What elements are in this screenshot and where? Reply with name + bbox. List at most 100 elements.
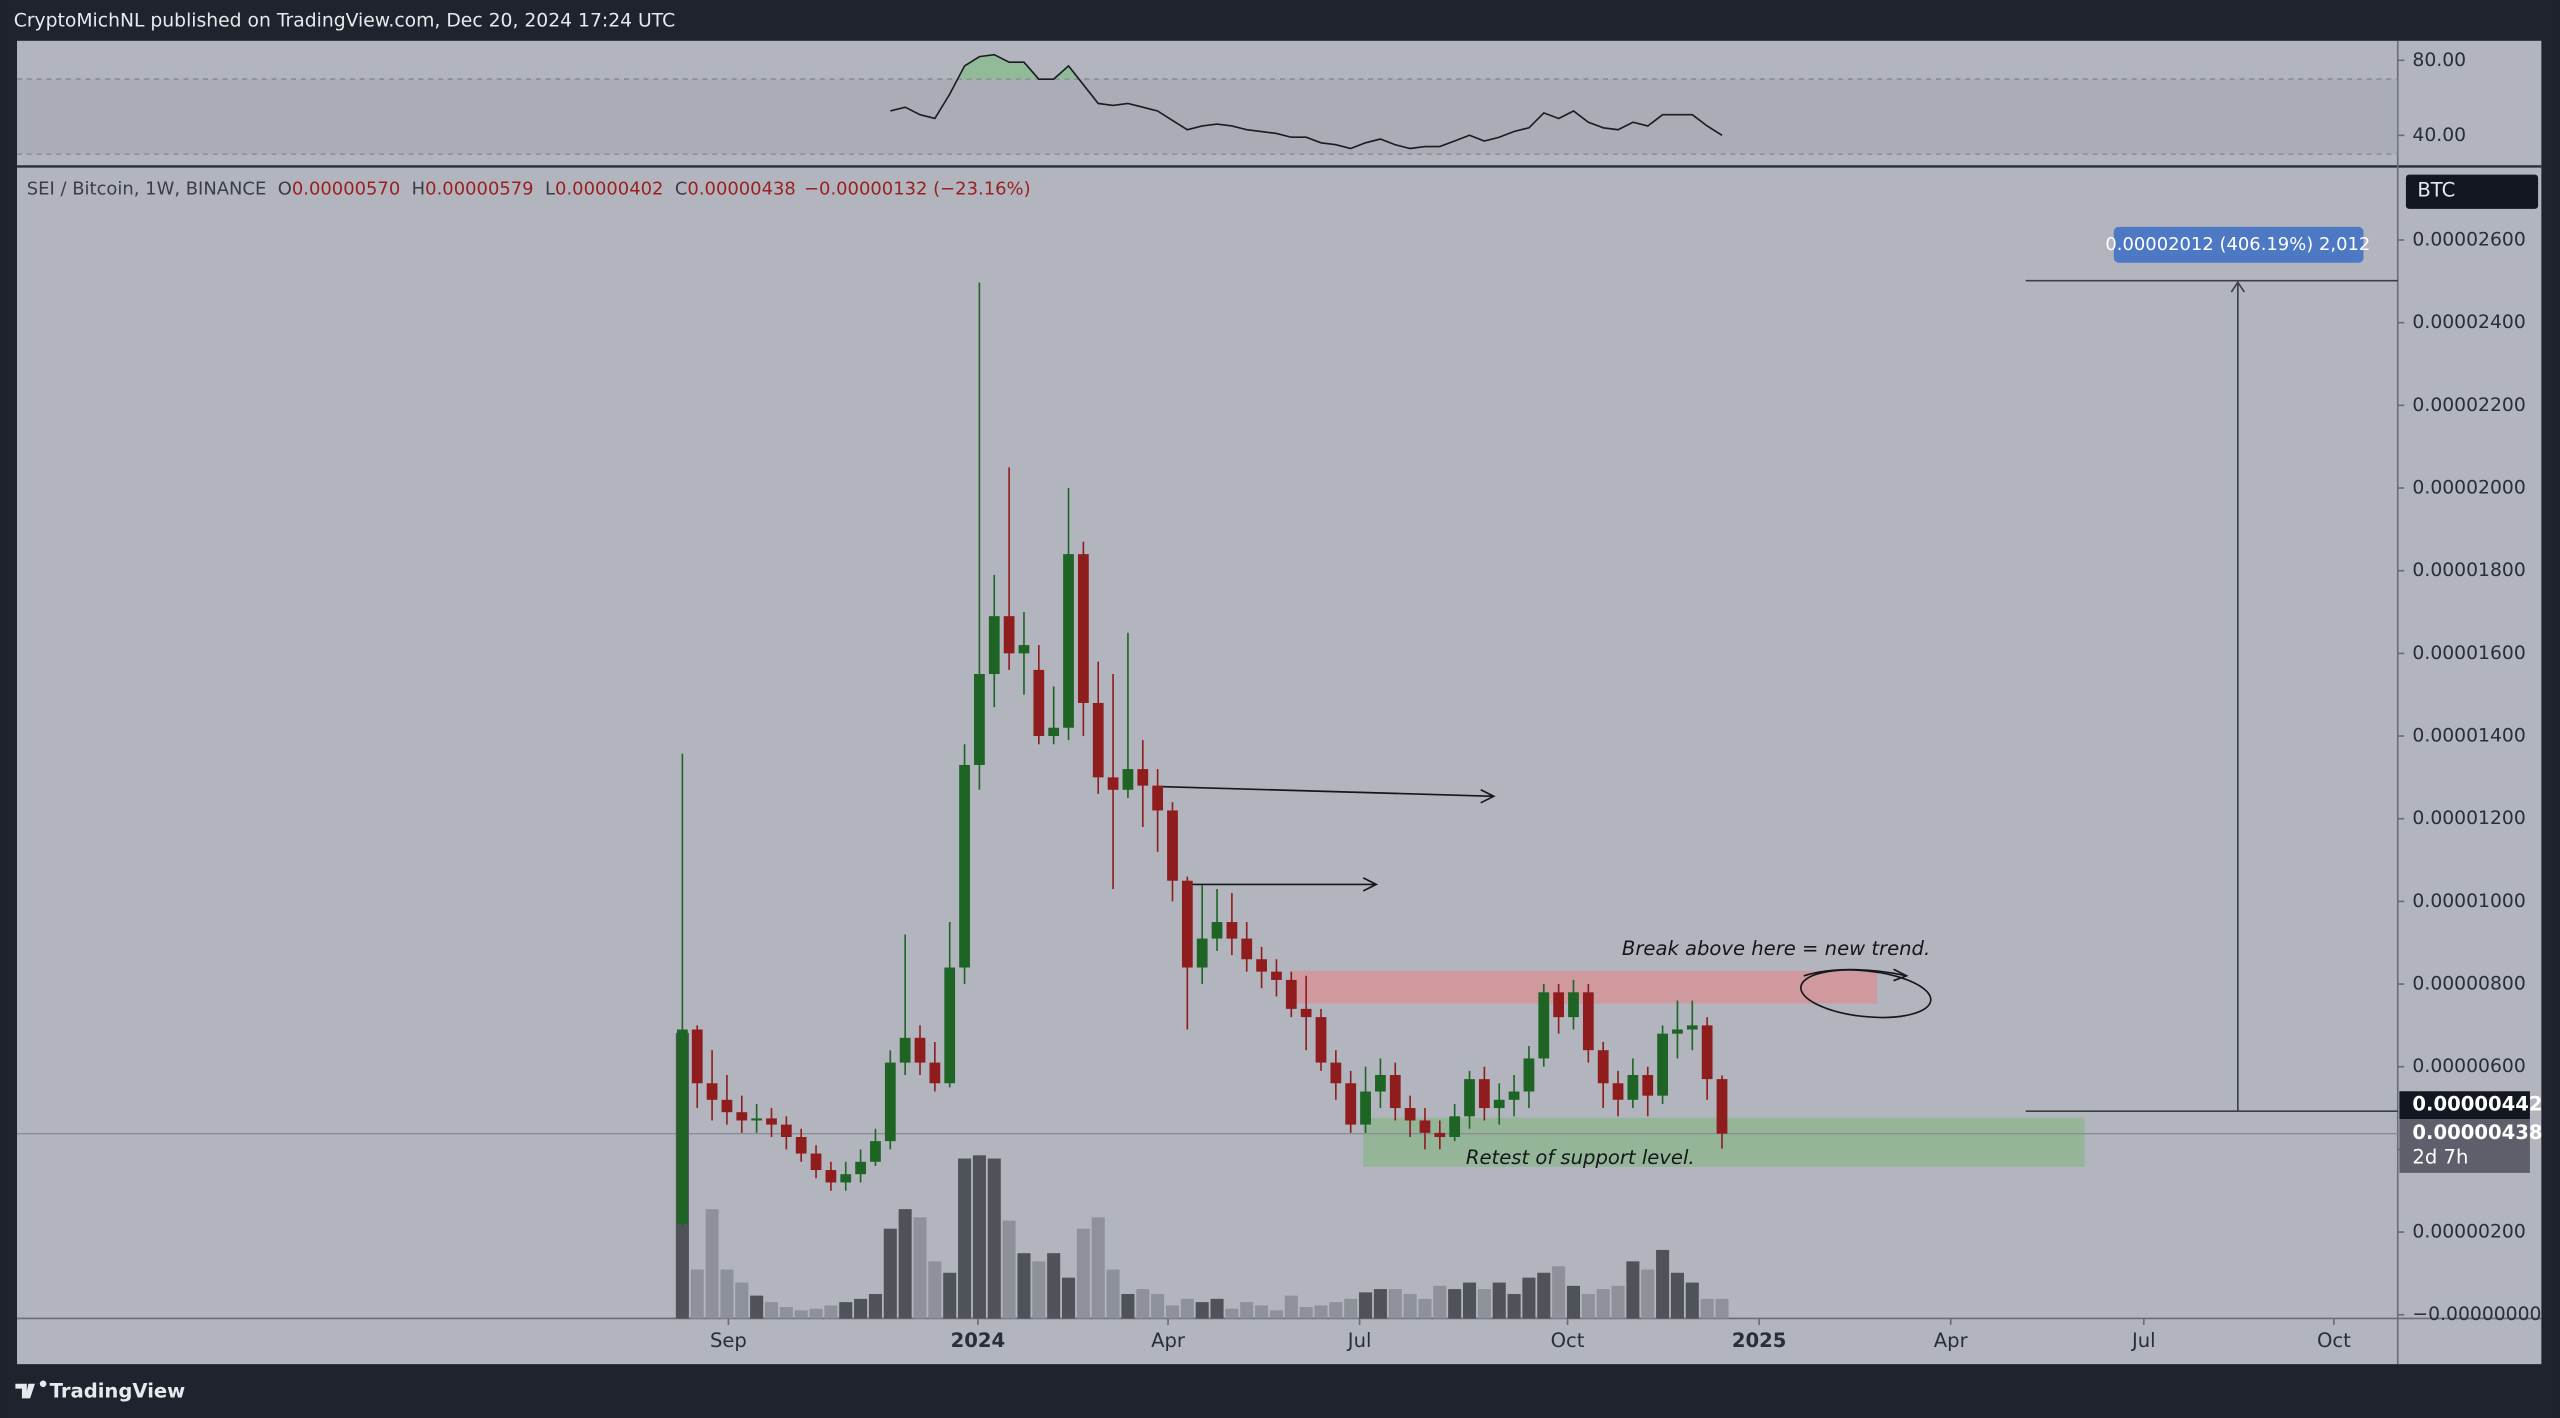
candle-body <box>1345 1083 1357 1125</box>
candle-body <box>1389 1074 1401 1109</box>
candle-body <box>1553 992 1565 1018</box>
candle-body <box>1568 992 1579 1018</box>
candle-body <box>721 1099 733 1113</box>
candle-body <box>780 1124 792 1137</box>
volume-bar <box>1388 1289 1402 1319</box>
candle-body <box>1241 938 1253 960</box>
y-tick-label: 0.00002000 <box>2412 478 2525 499</box>
volume-bar <box>1685 1282 1699 1319</box>
currency: BTC <box>2417 178 2455 201</box>
volume-bar <box>1299 1307 1313 1319</box>
candle-body <box>1285 979 1297 1009</box>
candle-body <box>1256 959 1267 972</box>
y-tick-label: 0.00000200 <box>2412 1222 2525 1243</box>
volume-bar <box>854 1298 868 1319</box>
volume-bar <box>1017 1253 1031 1319</box>
candle-body <box>810 1153 822 1171</box>
measure-arrow <box>2230 280 2246 1112</box>
candle-body <box>1152 785 1164 811</box>
volume-bar <box>1433 1285 1447 1319</box>
candle-body <box>870 1141 881 1162</box>
candle-body <box>959 764 970 968</box>
x-tick-label: Jul <box>1346 1329 1372 1352</box>
annotation: Break above here = new trend. <box>1622 937 1930 960</box>
volume-bar <box>1656 1249 1670 1319</box>
x-tick-label: Jul <box>2130 1329 2156 1352</box>
volume-bar <box>1462 1282 1477 1319</box>
volume-bar <box>1180 1298 1194 1319</box>
candle-body <box>1627 1074 1639 1100</box>
volume-bar <box>1151 1293 1165 1319</box>
candle-body <box>1493 1099 1505 1109</box>
volume-bar <box>1240 1302 1254 1319</box>
candle-body <box>676 1029 688 1224</box>
volume-bar <box>1507 1293 1521 1319</box>
annotation: Retest of support level. <box>1466 1146 1695 1169</box>
candle-body <box>1360 1091 1371 1125</box>
volume-bar <box>1611 1285 1625 1319</box>
volume-bar <box>735 1282 749 1319</box>
volume-bar <box>1061 1277 1076 1319</box>
candle-body <box>1063 554 1074 728</box>
y-tick-label: −0.00000000 <box>2412 1304 2541 1325</box>
candle-body <box>1612 1083 1624 1100</box>
volume-bar <box>1700 1298 1714 1319</box>
candle-body <box>988 616 1000 675</box>
footer-logo: TradingView <box>15 1379 185 1402</box>
volume-bar <box>1566 1285 1581 1319</box>
arrow <box>1188 877 1379 892</box>
y-tick-label: 0.00001000 <box>2412 891 2525 912</box>
x-tick-label: 2025 <box>1732 1329 1787 1352</box>
candle-body <box>1330 1062 1342 1084</box>
x-tick-label: Oct <box>1551 1329 1585 1352</box>
candle-body <box>944 967 956 1084</box>
symbol-title: SEI / Bitcoin, 1W, BINANCE <box>27 178 266 199</box>
volume-bar <box>1329 1302 1343 1319</box>
y-tick-label: 0.00001800 <box>2412 560 2525 581</box>
volume-bar <box>1076 1228 1090 1319</box>
candle-body <box>840 1174 852 1183</box>
candle-body <box>1464 1079 1475 1117</box>
rsi-band <box>17 79 2398 155</box>
candle-body <box>1181 880 1193 968</box>
candle-body <box>1137 769 1149 786</box>
candle-body <box>1211 922 1223 939</box>
currency-box <box>2405 174 2539 209</box>
candle-body <box>884 1062 896 1142</box>
volume-bar <box>750 1295 764 1319</box>
volume-bar <box>779 1307 793 1319</box>
volume-bar <box>839 1302 853 1319</box>
candle-body <box>706 1083 718 1100</box>
volume-bar <box>1418 1298 1432 1319</box>
volume-bar <box>1047 1253 1061 1319</box>
symbol-legend: SEI / Bitcoin, 1W, BINANCE O0.00000570 H0.… <box>27 178 1031 199</box>
volume-bar <box>705 1209 719 1319</box>
y-tick-label: 0.00001400 <box>2412 726 2525 747</box>
volume-bar <box>1225 1308 1239 1319</box>
volume-bar <box>943 1272 957 1319</box>
candle-body <box>1018 645 1030 654</box>
volume-bar <box>764 1302 779 1319</box>
volume-bar <box>1344 1298 1358 1319</box>
volume-bar <box>1596 1289 1610 1319</box>
volume-bar <box>690 1269 704 1319</box>
candle-body <box>899 1037 911 1063</box>
candle-body <box>1434 1132 1446 1137</box>
footer-text: TradingView <box>50 1379 186 1402</box>
volume-bar <box>1537 1272 1551 1319</box>
candle-body <box>766 1118 777 1125</box>
volume-bar <box>1492 1282 1506 1319</box>
volume-bar <box>1091 1217 1105 1319</box>
candle-body <box>1033 669 1045 737</box>
candle-body <box>1716 1079 1728 1134</box>
candle-body <box>1315 1017 1327 1063</box>
hook-arrow <box>1803 968 1909 982</box>
y-tick-label: 0.00002400 <box>2412 312 2525 333</box>
rsi-overbought-fill <box>957 54 1079 80</box>
volume-bar <box>1032 1261 1046 1319</box>
price-pane <box>675 282 1729 1319</box>
candle-body <box>1167 810 1178 881</box>
y-tick-label: 0.00000800 <box>2412 974 2525 995</box>
